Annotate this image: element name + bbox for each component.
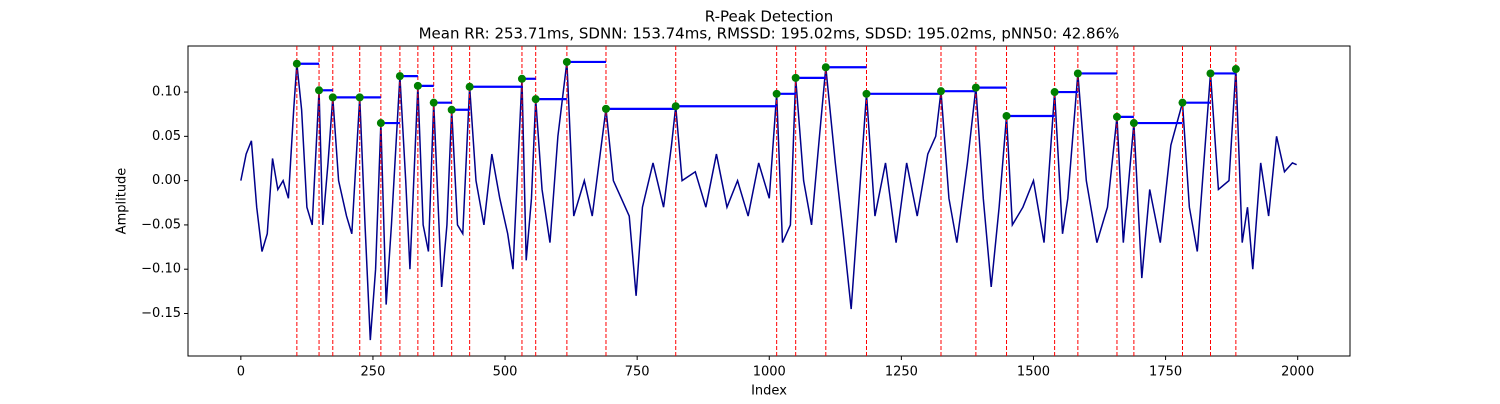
y-tick-label: 0.00	[152, 173, 181, 188]
chart-subtitle: Mean RR: 253.71ms, SDNN: 153.74ms, RMSSD…	[419, 25, 1120, 43]
peak-marker	[1178, 98, 1187, 107]
peak-marker	[413, 81, 422, 90]
x-tick-label: 500	[493, 365, 518, 380]
x-tick-label: 1250	[885, 365, 918, 380]
plot-frame	[187, 45, 1351, 357]
x-axis-label: Index	[751, 384, 787, 399]
y-tick-label: −0.05	[141, 217, 181, 232]
y-axis-label: Amplitude	[115, 168, 130, 235]
peak-marker	[562, 57, 571, 66]
peak-marker	[1129, 119, 1138, 128]
peak-marker	[937, 87, 946, 96]
peak-marker	[1002, 111, 1011, 120]
peak-marker	[447, 105, 456, 114]
peak-marker	[671, 102, 680, 111]
x-tick-label: 750	[625, 365, 650, 380]
y-tick-label: −0.10	[141, 262, 181, 277]
signal-line	[240, 61, 1297, 341]
y-tick-label: −0.15	[141, 306, 181, 321]
peak-marker	[465, 82, 474, 91]
peak-marker	[791, 73, 800, 82]
peak-marker	[1050, 88, 1059, 97]
peak-marker	[292, 59, 301, 68]
peak-marker	[531, 95, 540, 104]
x-tick-label: 1500	[1017, 365, 1050, 380]
peak-marker	[328, 93, 337, 102]
peak-marker	[971, 83, 980, 92]
peak-marker	[315, 86, 324, 95]
y-tick-label: 0.10	[152, 85, 181, 100]
peak-marker	[1112, 112, 1121, 121]
x-tick-label: 250	[361, 365, 386, 380]
peak-marker	[517, 74, 526, 83]
peak-marker	[355, 93, 364, 102]
peak-marker	[429, 98, 438, 107]
peak-marker	[772, 89, 781, 98]
peak-marker	[1231, 65, 1240, 74]
peak-marker	[821, 63, 830, 72]
x-tick-label: 0	[237, 365, 245, 380]
x-tick-label: 1750	[1149, 365, 1182, 380]
y-tick-label: 0.05	[152, 129, 181, 144]
peak-marker	[1073, 69, 1082, 78]
x-tick-label: 1000	[753, 365, 786, 380]
peak-marker	[1206, 69, 1215, 78]
peak-marker	[376, 119, 385, 128]
peak-marker	[601, 104, 610, 113]
peak-marker	[862, 89, 871, 98]
chart-title: R-Peak Detection	[705, 8, 833, 26]
peak-marker	[395, 72, 404, 81]
x-tick-label: 2000	[1281, 365, 1314, 380]
